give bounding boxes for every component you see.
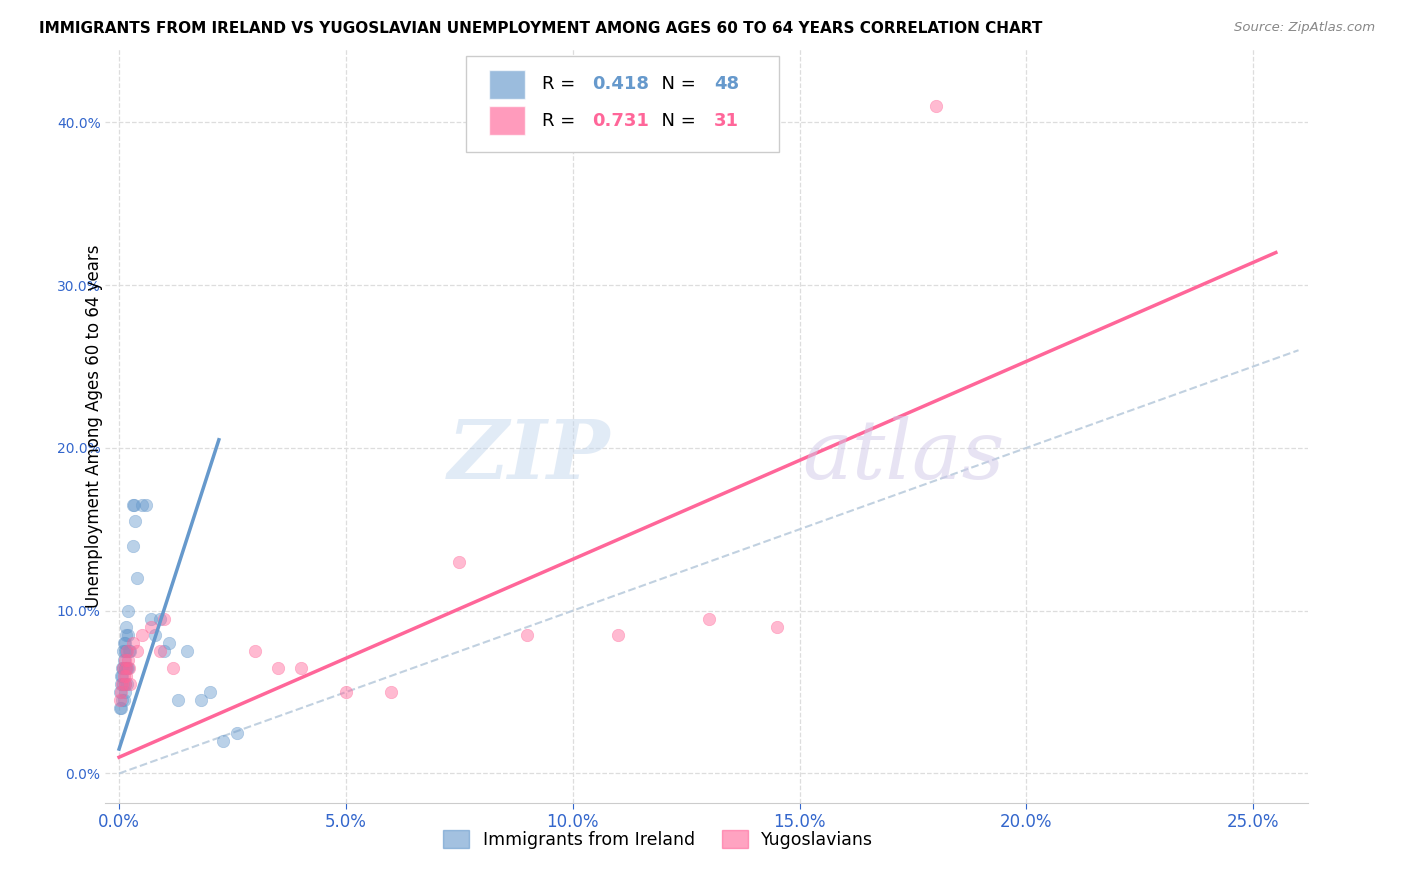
Point: [117, 661, 139, 675]
Point: [290, 661, 312, 675]
Text: R =: R =: [541, 112, 581, 129]
Point: [335, 685, 357, 699]
Point: [110, 669, 132, 683]
Point: [114, 661, 136, 675]
Text: R =: R =: [541, 76, 581, 94]
Point: [110, 685, 132, 699]
Point: [127, 644, 149, 658]
Point: [112, 677, 135, 691]
Point: [112, 636, 135, 650]
Text: atlas: atlas: [803, 416, 1005, 496]
Point: [226, 726, 249, 740]
Point: [176, 644, 198, 658]
Legend: Immigrants from Ireland, Yugoslavians: Immigrants from Ireland, Yugoslavians: [436, 823, 880, 856]
Point: [111, 661, 134, 675]
Point: [117, 652, 139, 666]
Point: [112, 652, 135, 666]
Text: 31: 31: [714, 112, 738, 129]
Point: [111, 693, 134, 707]
Point: [111, 677, 134, 691]
Point: [114, 652, 136, 666]
Point: [111, 644, 134, 658]
Point: [766, 620, 789, 634]
Point: [121, 636, 143, 650]
Point: [139, 620, 162, 634]
Point: [607, 628, 630, 642]
Point: [139, 612, 162, 626]
Point: [120, 677, 142, 691]
Point: [110, 701, 132, 715]
Text: Source: ZipAtlas.com: Source: ZipAtlas.com: [1234, 21, 1375, 35]
Point: [111, 669, 134, 683]
Point: [198, 685, 221, 699]
Point: [149, 612, 172, 626]
Point: [120, 644, 142, 658]
Point: [110, 677, 132, 691]
Point: [267, 661, 290, 675]
Point: [162, 661, 184, 675]
Point: [190, 693, 212, 707]
Point: [115, 644, 138, 658]
Point: [153, 612, 176, 626]
Point: [112, 693, 135, 707]
Point: [111, 661, 134, 675]
Text: 48: 48: [714, 76, 738, 94]
Point: [114, 685, 136, 699]
Point: [115, 644, 138, 658]
Point: [111, 661, 134, 675]
Point: [118, 644, 141, 658]
Point: [449, 555, 471, 569]
Point: [114, 644, 136, 658]
Point: [212, 734, 235, 748]
Point: [110, 685, 132, 699]
Point: [121, 498, 143, 512]
Text: N =: N =: [650, 76, 702, 94]
Point: [114, 677, 136, 691]
Y-axis label: Unemployment Among Ages 60 to 64 years: Unemployment Among Ages 60 to 64 years: [86, 244, 103, 607]
Point: [697, 612, 720, 626]
Point: [516, 628, 538, 642]
Point: [115, 620, 138, 634]
Point: [115, 628, 138, 642]
Point: [131, 498, 153, 512]
Point: [122, 498, 145, 512]
Point: [114, 636, 136, 650]
Point: [924, 99, 946, 113]
Point: [114, 677, 136, 691]
Point: [115, 661, 138, 675]
Point: [157, 636, 180, 650]
Point: [131, 628, 153, 642]
Point: [115, 677, 138, 691]
Point: [135, 498, 157, 512]
Point: [153, 644, 176, 658]
Point: [243, 644, 266, 658]
Point: [115, 669, 138, 683]
FancyBboxPatch shape: [465, 56, 779, 153]
Point: [127, 571, 149, 585]
Point: [108, 693, 131, 707]
Point: [149, 644, 172, 658]
Point: [143, 628, 166, 642]
FancyBboxPatch shape: [489, 70, 524, 99]
Point: [112, 669, 135, 683]
Text: N =: N =: [650, 112, 702, 129]
Text: 0.418: 0.418: [592, 76, 650, 94]
Point: [121, 539, 143, 553]
Point: [380, 685, 402, 699]
Point: [117, 604, 139, 618]
Point: [117, 628, 139, 642]
Point: [115, 661, 138, 675]
Point: [124, 514, 146, 528]
Point: [118, 661, 141, 675]
Point: [108, 701, 131, 715]
Text: ZIP: ZIP: [447, 416, 610, 496]
FancyBboxPatch shape: [489, 106, 524, 135]
Text: IMMIGRANTS FROM IRELAND VS YUGOSLAVIAN UNEMPLOYMENT AMONG AGES 60 TO 64 YEARS CO: IMMIGRANTS FROM IRELAND VS YUGOSLAVIAN U…: [39, 21, 1043, 37]
Point: [167, 693, 190, 707]
Text: 0.731: 0.731: [592, 112, 650, 129]
Point: [115, 661, 138, 675]
